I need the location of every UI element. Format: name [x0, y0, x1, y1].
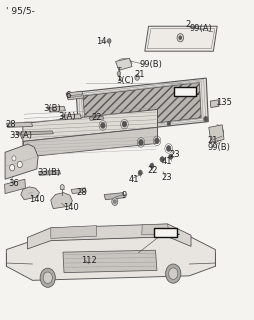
Circle shape: [113, 200, 116, 204]
Circle shape: [166, 264, 181, 283]
Circle shape: [167, 121, 171, 126]
Polygon shape: [5, 144, 38, 179]
Text: B-51: B-51: [177, 88, 200, 97]
Circle shape: [177, 34, 184, 42]
Polygon shape: [39, 170, 60, 175]
Circle shape: [150, 163, 154, 168]
Polygon shape: [63, 250, 157, 273]
Circle shape: [112, 198, 118, 205]
Text: 9: 9: [121, 191, 127, 200]
Text: 33(A): 33(A): [10, 131, 33, 140]
Polygon shape: [68, 94, 82, 98]
Circle shape: [43, 272, 52, 284]
Circle shape: [166, 146, 171, 151]
Polygon shape: [5, 179, 25, 194]
Circle shape: [60, 185, 64, 190]
Polygon shape: [210, 100, 219, 108]
Text: ' 95/5-: ' 95/5-: [6, 7, 35, 16]
Circle shape: [204, 116, 208, 122]
Circle shape: [139, 140, 143, 145]
FancyBboxPatch shape: [174, 87, 196, 96]
Text: 140: 140: [63, 204, 79, 212]
Circle shape: [179, 36, 182, 40]
Circle shape: [135, 75, 139, 80]
Polygon shape: [62, 114, 81, 120]
Circle shape: [160, 157, 164, 162]
Polygon shape: [66, 91, 84, 100]
Polygon shape: [76, 78, 208, 136]
Text: 99(B): 99(B): [208, 143, 231, 152]
Polygon shape: [71, 188, 86, 194]
Polygon shape: [6, 236, 215, 280]
Polygon shape: [209, 125, 224, 142]
Text: 21: 21: [135, 70, 145, 79]
Text: 112: 112: [81, 256, 97, 265]
Text: 28: 28: [77, 188, 87, 197]
Polygon shape: [21, 187, 39, 200]
Circle shape: [155, 138, 159, 144]
Polygon shape: [104, 193, 124, 200]
Polygon shape: [16, 131, 53, 135]
Polygon shape: [48, 106, 66, 112]
Polygon shape: [142, 224, 169, 235]
Polygon shape: [116, 58, 132, 70]
Text: 23: 23: [170, 150, 180, 159]
Text: 23: 23: [161, 173, 172, 182]
Text: 3(B): 3(B): [44, 104, 61, 113]
Circle shape: [40, 268, 55, 287]
Circle shape: [117, 71, 121, 76]
Text: 99(A): 99(A): [189, 24, 212, 33]
Polygon shape: [51, 226, 97, 238]
Circle shape: [101, 123, 105, 128]
Polygon shape: [145, 26, 217, 51]
Polygon shape: [51, 193, 72, 209]
Polygon shape: [89, 116, 104, 120]
Circle shape: [138, 170, 142, 175]
Polygon shape: [83, 83, 201, 131]
Polygon shape: [7, 122, 33, 127]
Circle shape: [122, 121, 127, 127]
Text: 99(B): 99(B): [139, 60, 162, 69]
Text: 3(A): 3(A): [58, 112, 75, 121]
Text: 22: 22: [147, 166, 158, 175]
Text: 41: 41: [161, 157, 172, 166]
Polygon shape: [23, 109, 157, 141]
Text: 21: 21: [208, 136, 218, 145]
Text: 33(B): 33(B): [38, 168, 61, 177]
Text: 41: 41: [129, 175, 139, 184]
Text: B-51: B-51: [157, 228, 180, 237]
Text: 135: 135: [216, 98, 232, 107]
Text: 6: 6: [66, 91, 71, 100]
Text: 28: 28: [6, 120, 16, 129]
Circle shape: [17, 161, 22, 168]
Circle shape: [10, 164, 15, 171]
Text: 22: 22: [91, 113, 102, 122]
Text: 2: 2: [185, 20, 191, 29]
FancyBboxPatch shape: [154, 228, 177, 237]
Text: 36: 36: [8, 179, 19, 188]
Polygon shape: [23, 127, 157, 157]
Circle shape: [169, 268, 178, 279]
Text: 3(C): 3(C): [116, 76, 134, 85]
Circle shape: [169, 154, 173, 159]
Polygon shape: [27, 224, 191, 249]
Text: 140: 140: [29, 195, 45, 204]
Text: 14: 14: [97, 37, 107, 46]
Circle shape: [107, 39, 111, 43]
Circle shape: [12, 156, 16, 161]
